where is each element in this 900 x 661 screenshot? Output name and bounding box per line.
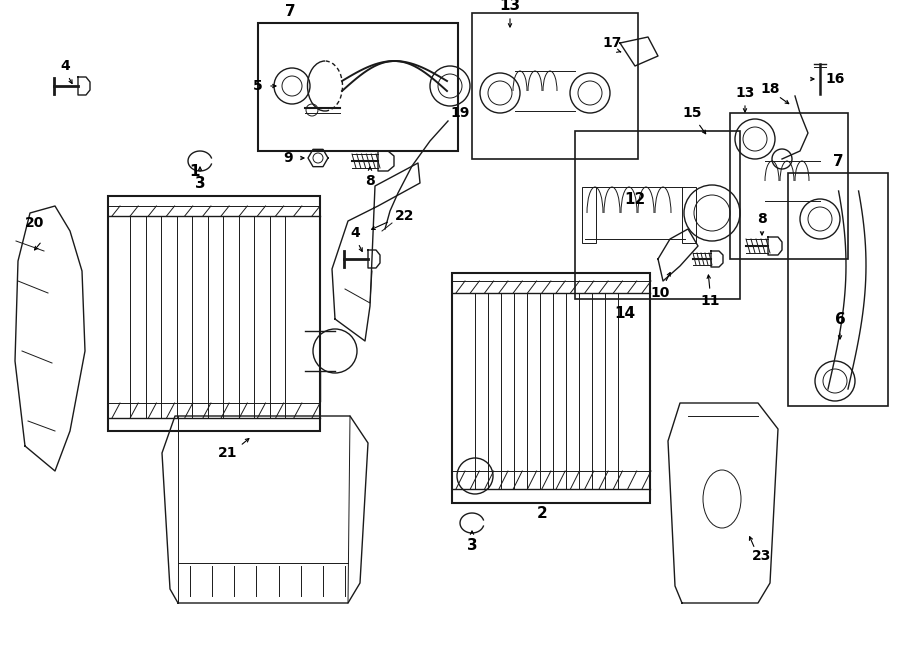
Text: 18: 18 [760,82,779,96]
Text: 12: 12 [625,192,645,206]
Text: 4: 4 [350,226,360,240]
Text: 21: 21 [218,446,238,460]
Bar [575,131,740,299]
Bar [472,13,638,159]
Text: 15: 15 [682,106,702,120]
Text: 3: 3 [467,539,477,553]
Bar [730,113,848,259]
Text: 23: 23 [752,549,771,563]
Bar [258,23,458,151]
Text: 1: 1 [190,163,200,178]
Bar [452,273,650,503]
Text: 8: 8 [757,212,767,226]
Text: 8: 8 [365,174,375,188]
Text: 11: 11 [700,294,720,308]
Text: 16: 16 [825,72,845,86]
Text: 5: 5 [253,79,263,93]
Text: 22: 22 [395,209,415,223]
Text: 2: 2 [536,506,547,520]
Text: 10: 10 [651,286,670,300]
Text: 6: 6 [834,311,845,327]
Text: 7: 7 [832,153,843,169]
Text: 14: 14 [615,305,635,321]
Bar [682,187,696,243]
Bar [108,196,320,431]
Text: 4: 4 [60,59,70,73]
Text: 20: 20 [25,216,45,230]
Text: 13: 13 [735,86,755,100]
Text: 3: 3 [194,176,205,192]
Bar [788,173,888,406]
Text: 9: 9 [284,151,292,165]
Text: 13: 13 [500,0,520,13]
Text: 17: 17 [602,36,622,50]
Text: 19: 19 [450,106,470,120]
Bar [582,187,596,243]
Text: 7: 7 [284,3,295,19]
